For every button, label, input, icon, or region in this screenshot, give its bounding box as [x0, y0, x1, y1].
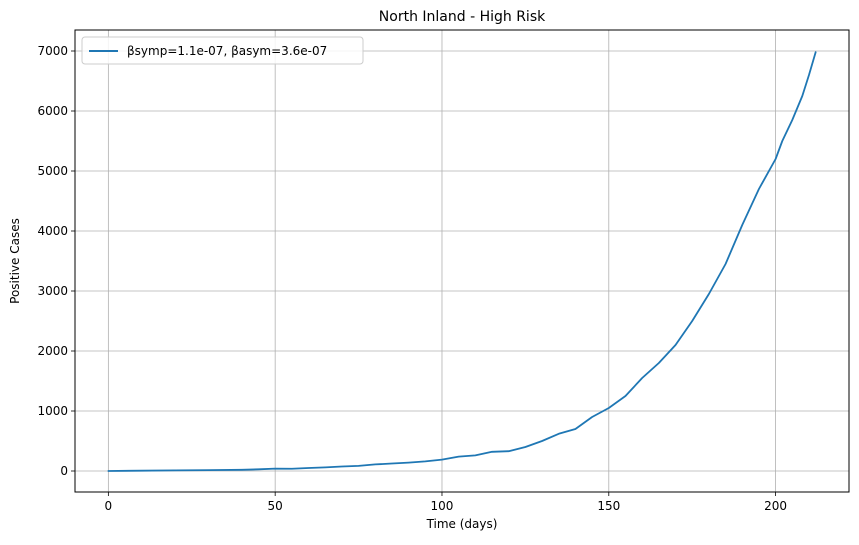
y-tick-label: 2000 [37, 344, 68, 358]
legend: βsymp=1.1e-07, βasym=3.6e-07 [81, 36, 364, 65]
x-axis-label: Time (days) [426, 517, 498, 531]
x-tick-label: 100 [431, 499, 454, 513]
y-tick-label: 7000 [37, 44, 68, 58]
x-tick-label: 50 [268, 499, 283, 513]
legend-box [81, 36, 364, 65]
y-axis-label: Positive Cases [8, 218, 22, 304]
legend-label: βsymp=1.1e-07, βasym=3.6e-07 [127, 44, 327, 58]
tick-layer: 0 50 100 150 2000100020003000400050006000700… [37, 44, 787, 513]
x-tick-label: 0 [105, 499, 113, 513]
y-tick-label: 6000 [37, 104, 68, 118]
series-line [107, 51, 817, 472]
plot-frame [74, 29, 850, 493]
x-tick-label: 200 [764, 499, 787, 513]
x-tick-label: 150 [597, 499, 620, 513]
y-tick-label: 3000 [37, 284, 68, 298]
y-tick-label: 1000 [37, 404, 68, 418]
y-tick-label: 5000 [37, 164, 68, 178]
series-layer [107, 51, 817, 472]
chart-title: North Inland - High Risk [379, 9, 546, 25]
y-tick-label: 4000 [37, 224, 68, 238]
y-tick-label: 0 [60, 464, 68, 478]
